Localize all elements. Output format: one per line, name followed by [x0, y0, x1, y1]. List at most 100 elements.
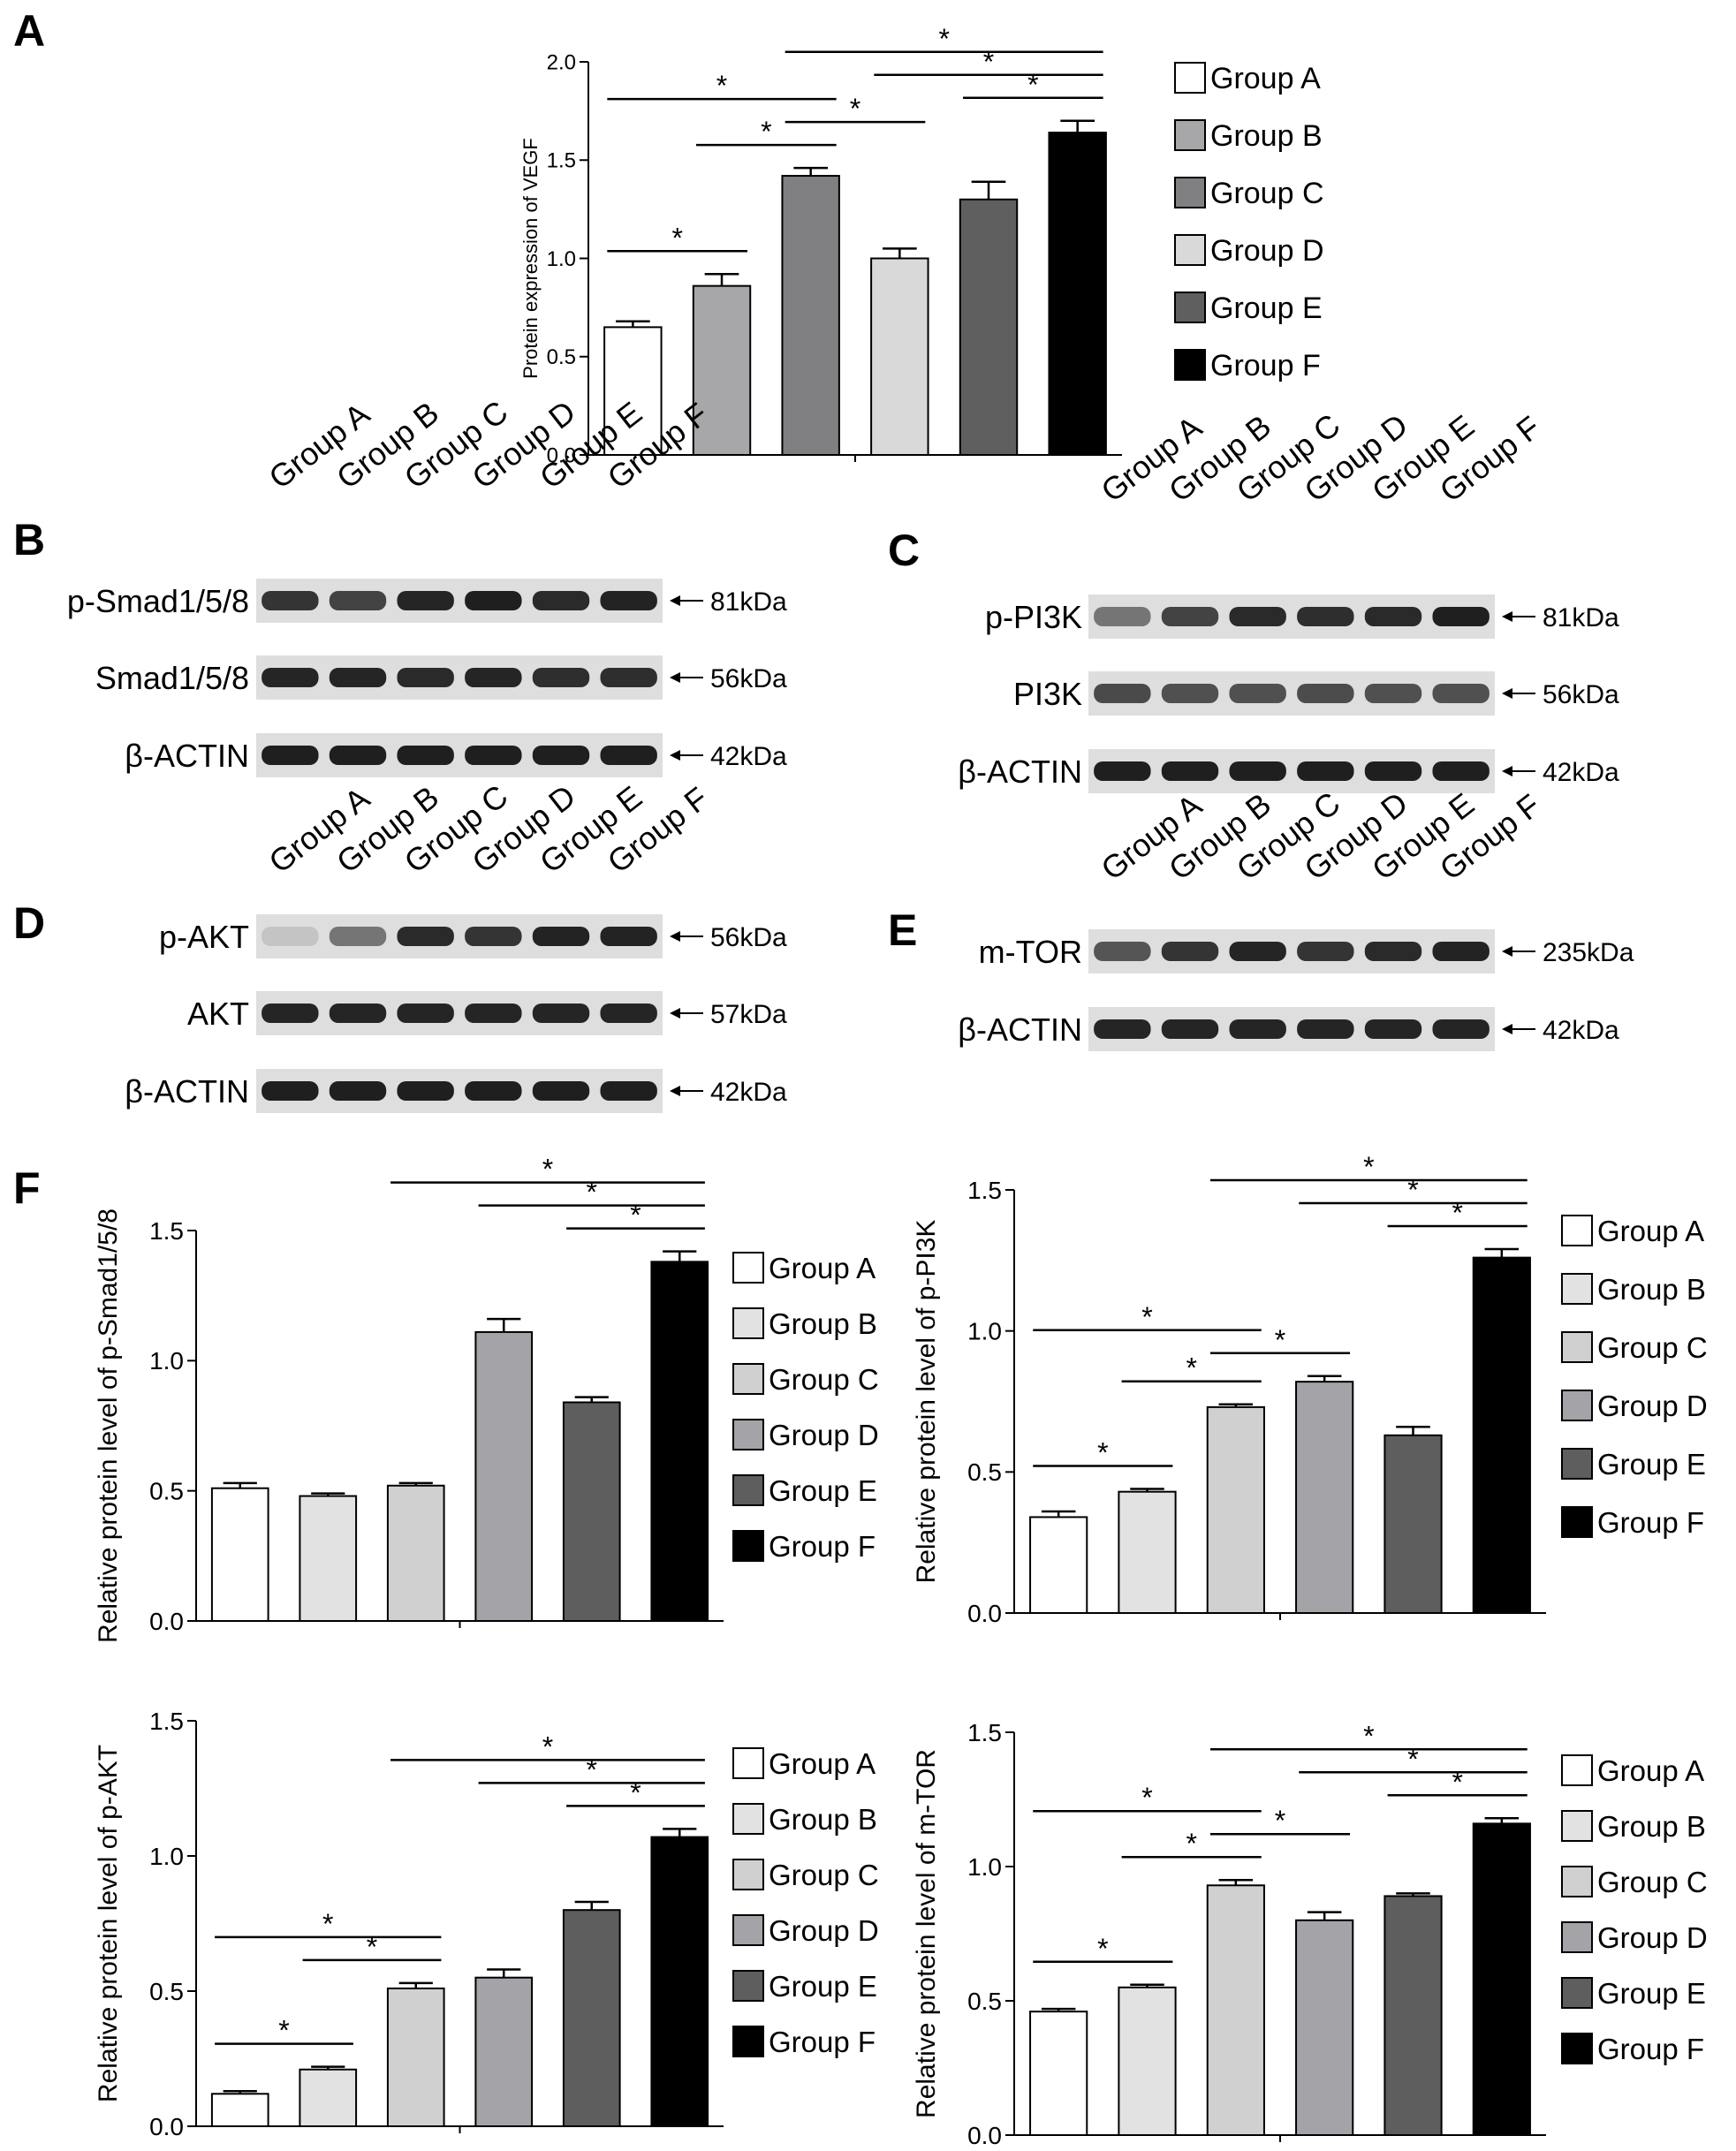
blot-band — [329, 746, 387, 765]
bar-group-f — [1048, 132, 1107, 456]
legend-swatch — [1561, 1448, 1593, 1480]
mw-label: 42kDa — [710, 742, 787, 771]
legend-label: Group E — [1597, 1977, 1706, 2010]
legend-label: Group C — [769, 1859, 879, 1891]
blot-band — [1297, 942, 1354, 961]
blot-band — [1432, 761, 1490, 781]
blot-band — [1364, 684, 1422, 703]
bar-group-a — [1029, 1516, 1088, 1614]
significance-star: * — [1275, 1324, 1285, 1356]
bar-group-e — [1383, 1895, 1443, 2136]
significance-star: * — [322, 1908, 333, 1940]
y-tick-label: 0.0 — [967, 2122, 1002, 2149]
bar-group-d — [1295, 1381, 1354, 1614]
blot-band — [465, 927, 522, 946]
mw-label: 56kDa — [1543, 680, 1619, 709]
legend-swatch — [1561, 1215, 1593, 1246]
significance-star: * — [630, 1200, 641, 1231]
legend-swatch — [1561, 2033, 1593, 2064]
blot-band — [1094, 761, 1151, 781]
legend-swatch — [1174, 234, 1206, 266]
blot-band — [600, 1081, 657, 1101]
blot-band — [262, 927, 319, 946]
significance-star: * — [671, 222, 682, 254]
y-tick-label: 1.0 — [547, 247, 576, 271]
bar-group-d — [474, 1330, 534, 1623]
protein-label: p-PI3K — [985, 599, 1082, 635]
blot-band — [600, 1004, 657, 1023]
legend-swatch — [732, 1252, 764, 1284]
significance-star: * — [587, 1753, 597, 1785]
legend-label: Group F — [769, 2026, 876, 2058]
blot-band — [465, 591, 522, 610]
blot-band — [1229, 607, 1286, 626]
legend-label: Group C — [1597, 1331, 1708, 1364]
significance-star: * — [1275, 1805, 1285, 1837]
blot-band — [262, 591, 319, 610]
mw-label: 42kDa — [1543, 758, 1619, 787]
legend-swatch — [1561, 1506, 1593, 1538]
blot-band — [532, 746, 590, 765]
blot-band — [397, 1004, 454, 1023]
bar-group-a — [1029, 2011, 1088, 2136]
blot-band — [1229, 761, 1286, 781]
blot-band — [1297, 607, 1354, 626]
blot-band — [1432, 942, 1490, 961]
protein-label: Smad1/5/8 — [95, 660, 249, 696]
legend-label: Group E — [1210, 292, 1323, 325]
mw-label: 81kDa — [1543, 603, 1619, 632]
blot-band — [600, 746, 657, 765]
blot-band — [1161, 761, 1219, 781]
blot-band — [532, 1004, 590, 1023]
arrow-head-icon — [1502, 688, 1512, 699]
arrow-head-icon — [1502, 946, 1512, 957]
legend-label: Group B — [769, 1803, 877, 1836]
legend-label: Group B — [769, 1307, 877, 1340]
legend-swatch — [732, 1307, 764, 1339]
blot-band — [1432, 607, 1490, 626]
legend-swatch — [732, 1914, 764, 1946]
y-tick-label: 0.5 — [547, 345, 576, 369]
legend-label: Group C — [769, 1363, 879, 1396]
mw-label: 56kDa — [710, 923, 787, 952]
arrow-head-icon — [670, 750, 680, 761]
y-tick-label: 0.5 — [149, 1978, 184, 2005]
y-tick-label: 1.0 — [149, 1347, 184, 1375]
legend-label: Group D — [769, 1914, 879, 1947]
y-axis-label: Relative protein level of p-PI3K — [912, 1220, 941, 1584]
bar-group-e — [562, 1401, 621, 1622]
blot-band — [1432, 1019, 1490, 1039]
blot-band — [329, 668, 387, 687]
blot-membrane — [256, 914, 663, 958]
arrow-head-icon — [670, 1086, 680, 1096]
legend-label: Group E — [769, 1474, 877, 1507]
significance-star: * — [587, 1177, 597, 1208]
legend-label: Group C — [1597, 1866, 1708, 1898]
significance-star: * — [761, 116, 771, 148]
blot-band — [397, 591, 454, 610]
mw-label: 235kDa — [1543, 938, 1634, 967]
bar-group-b — [299, 1495, 358, 1623]
blot-band — [1161, 607, 1219, 626]
legend-swatch — [732, 1419, 764, 1450]
protein-label: β-ACTIN — [958, 1011, 1082, 1048]
bar-group-f — [650, 1261, 709, 1622]
y-axis-label: Protein expression of VEGF — [519, 138, 542, 379]
significance-star: * — [1452, 1766, 1462, 1798]
legend-label: Group A — [769, 1747, 876, 1780]
bar-group-a — [210, 2093, 269, 2128]
legend-swatch — [732, 1363, 764, 1395]
arrow-head-icon — [670, 1008, 680, 1019]
significance-star: * — [1027, 69, 1038, 101]
legend-swatch — [732, 2026, 764, 2057]
blot-band — [262, 746, 319, 765]
blot-band — [532, 1081, 590, 1101]
y-tick-label: 1.0 — [967, 1317, 1002, 1344]
bar-group-e — [959, 198, 1019, 456]
legend-label: Group B — [1597, 1273, 1706, 1306]
significance-star: * — [542, 1731, 553, 1762]
significance-star: * — [367, 1931, 377, 1963]
blot-membrane — [256, 991, 663, 1035]
